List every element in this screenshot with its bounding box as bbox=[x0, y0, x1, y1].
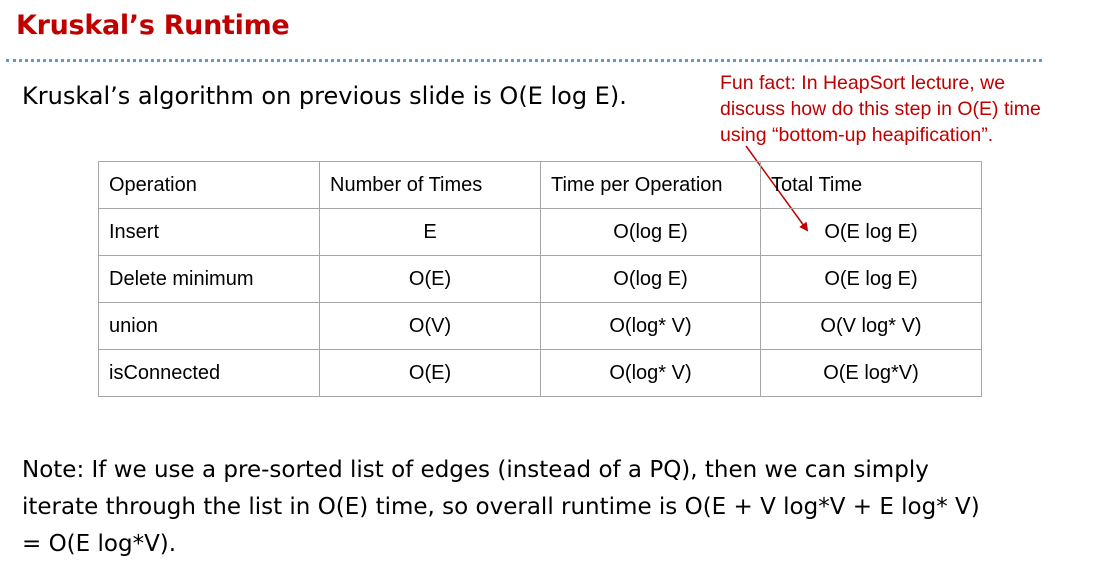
header-operation: Operation bbox=[98, 161, 320, 209]
fun-fact-callout: Fun fact: In HeapSort lecture, we discus… bbox=[720, 70, 1090, 148]
table-cell: Insert bbox=[98, 208, 320, 256]
note-line: = O(E log*V). bbox=[22, 531, 177, 557]
table-cell: O(E log*V) bbox=[760, 349, 982, 397]
table-header-row: Operation Number of Times Time per Opera… bbox=[98, 161, 982, 209]
note-paragraph: Note: If we use a pre-sorted list of edg… bbox=[22, 452, 1082, 563]
table-cell: O(E) bbox=[319, 349, 541, 397]
callout-line: using “bottom-up heapification”. bbox=[720, 124, 994, 146]
table-cell: O(V) bbox=[319, 302, 541, 350]
table-cell: O(log E) bbox=[540, 208, 761, 256]
table-row: isConnected O(E) O(log* V) O(E log*V) bbox=[98, 349, 982, 397]
table-row: union O(V) O(log* V) O(V log* V) bbox=[98, 302, 982, 350]
slide-title: Kruskal’s Runtime bbox=[16, 10, 290, 41]
header-number-of-times: Number of Times bbox=[319, 161, 541, 209]
table-cell: O(E log E) bbox=[760, 208, 982, 256]
header-total-time: Total Time bbox=[760, 161, 982, 209]
table-cell: O(E log E) bbox=[760, 255, 982, 303]
table-cell: O(V log* V) bbox=[760, 302, 982, 350]
table-cell: O(E) bbox=[319, 255, 541, 303]
table-cell: O(log* V) bbox=[540, 302, 761, 350]
note-line: iterate through the list in O(E) time, s… bbox=[22, 494, 980, 520]
callout-line: discuss how do this step in O(E) time bbox=[720, 98, 1041, 120]
table-cell: O(log E) bbox=[540, 255, 761, 303]
note-line: Note: If we use a pre-sorted list of edg… bbox=[22, 457, 929, 483]
header-time-per-operation: Time per Operation bbox=[540, 161, 761, 209]
table-cell: union bbox=[98, 302, 320, 350]
table-cell: isConnected bbox=[98, 349, 320, 397]
title-divider bbox=[6, 59, 1042, 62]
callout-line: Fun fact: In HeapSort lecture, we bbox=[720, 72, 1006, 94]
table-cell: Delete minimum bbox=[98, 255, 320, 303]
table-cell: E bbox=[319, 208, 541, 256]
intro-text: Kruskal’s algorithm on previous slide is… bbox=[22, 82, 627, 110]
table-row: Delete minimum O(E) O(log E) O(E log E) bbox=[98, 255, 982, 303]
table-row: Insert E O(log E) O(E log E) bbox=[98, 208, 982, 256]
table-cell: O(log* V) bbox=[540, 349, 761, 397]
runtime-table: Operation Number of Times Time per Opera… bbox=[98, 161, 982, 397]
